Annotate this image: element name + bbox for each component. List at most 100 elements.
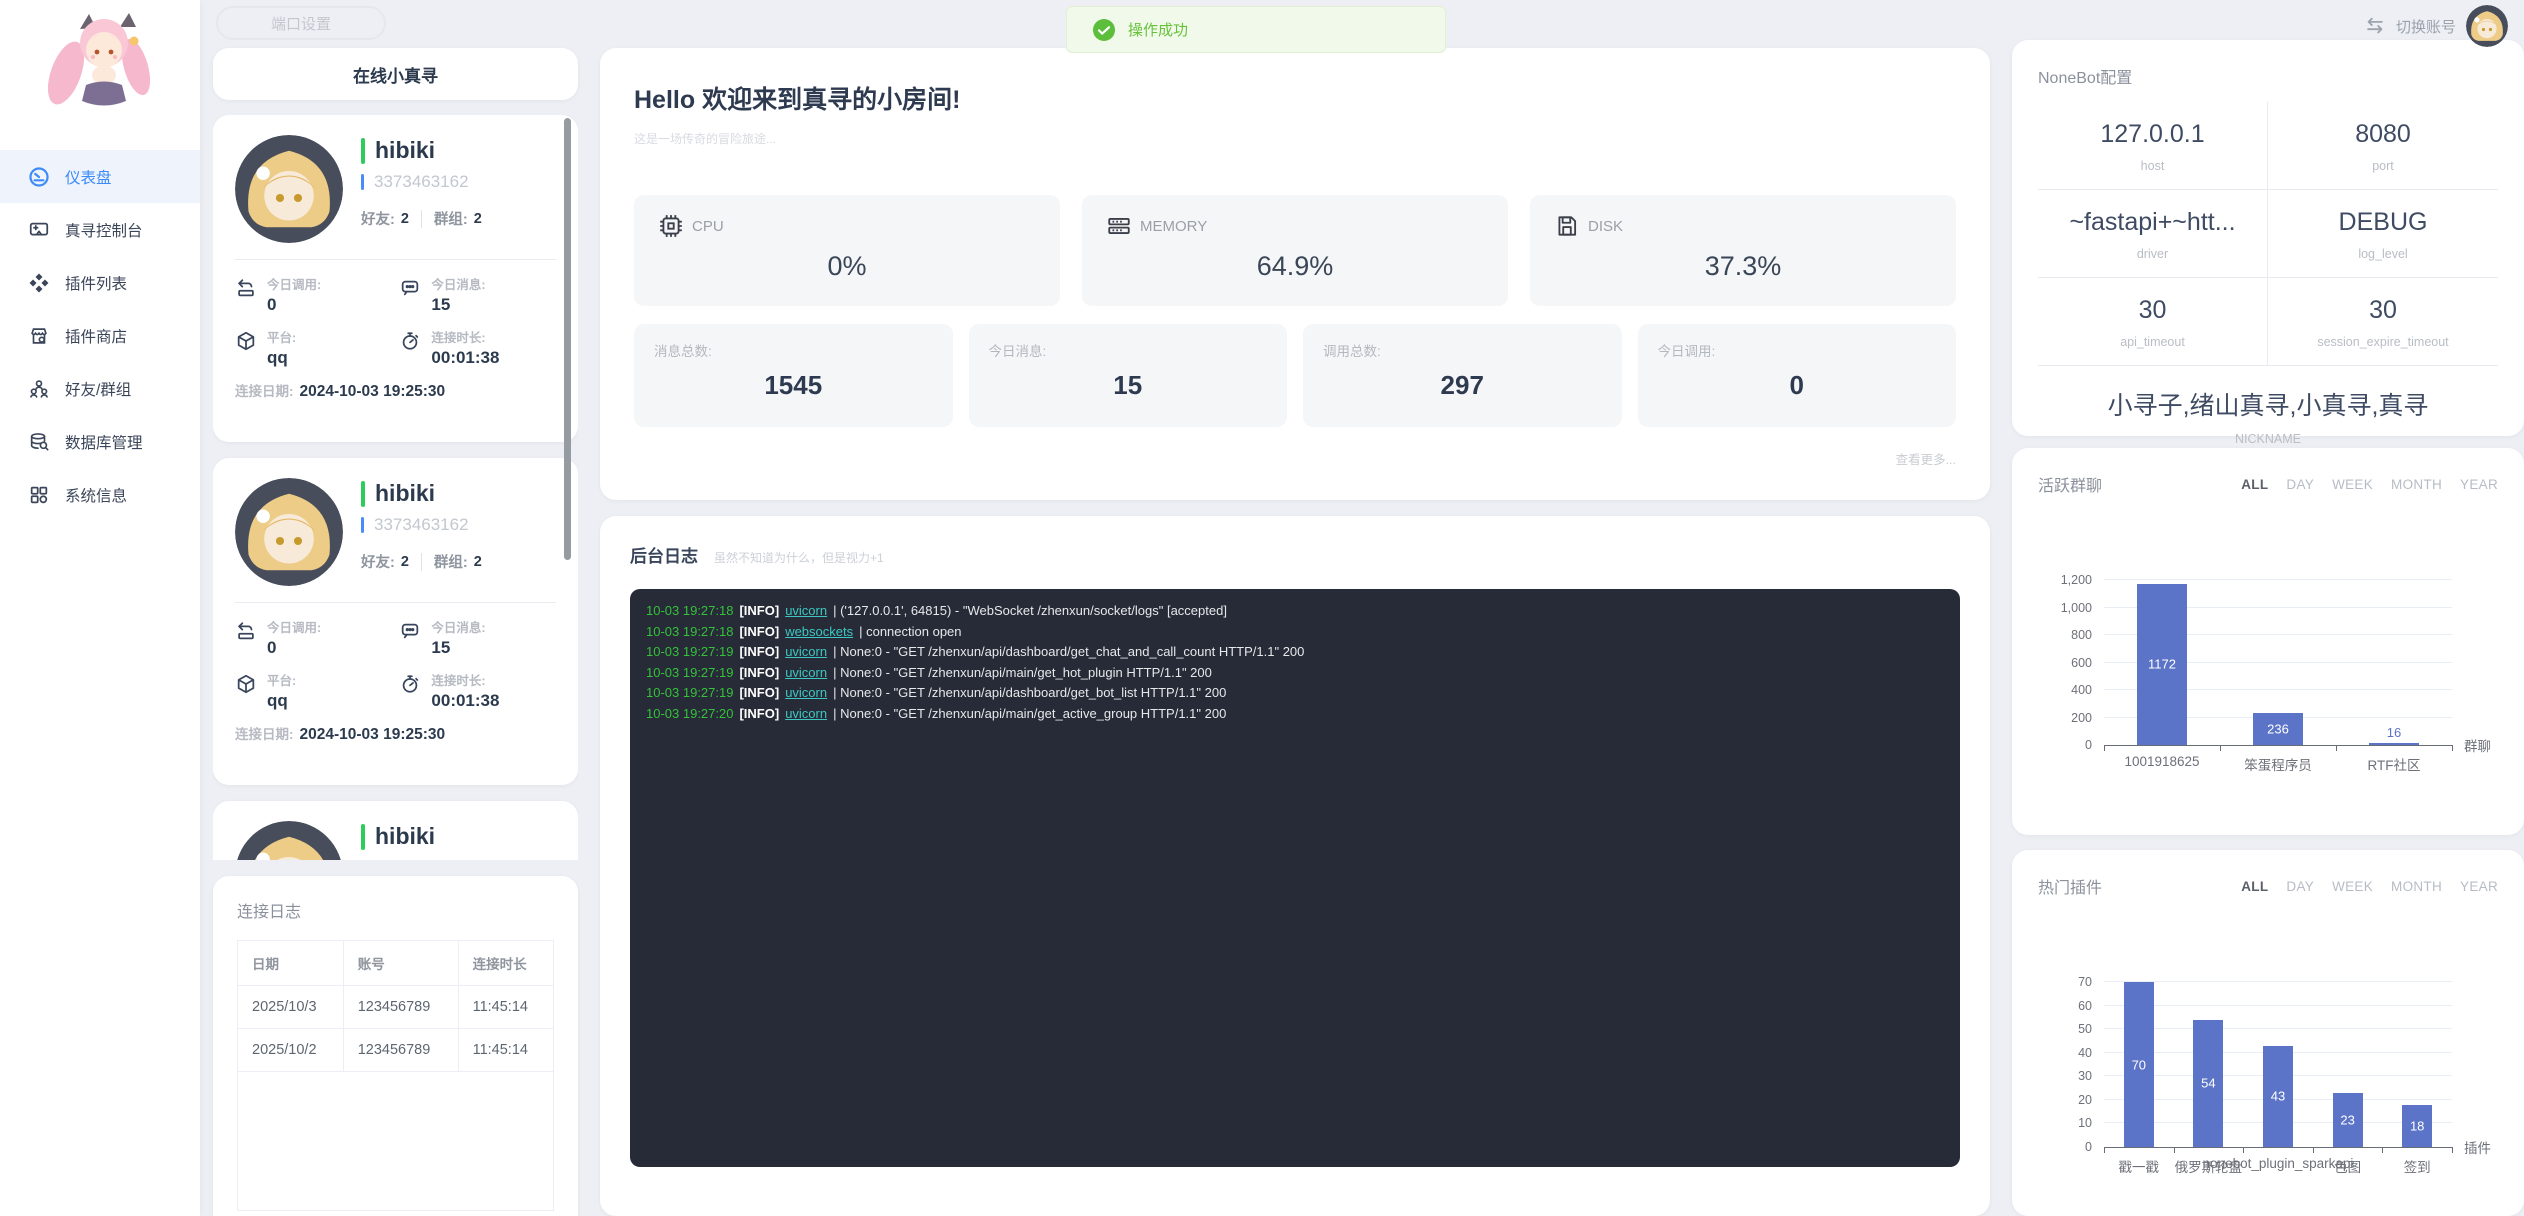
id-accent-bar: [361, 517, 364, 533]
bot-card[interactable]: hibiki 3373463162 好友: 2 群组: 2: [213, 115, 578, 442]
config-label: port: [2372, 159, 2394, 173]
chart-range-tab-week[interactable]: WEEK: [2332, 878, 2374, 894]
config-label: driver: [2136, 247, 2169, 261]
log-timestamp: 10-03 19:27:18: [646, 603, 734, 618]
cpu-icon: [658, 213, 684, 239]
sidebar-nav: 仪表盘 真寻控制台 插: [0, 150, 200, 521]
online-bots-list[interactable]: hibiki 3373463162 好友: 2 群组: 2: [213, 115, 578, 860]
y-axis-tick-label: 1,000: [2060, 600, 2092, 615]
log-console[interactable]: 10-03 19:27:18 [INFO] uvicorn | ('127.0.0.1…: [630, 589, 1960, 1167]
config-nickname: 小寻子,绪山真寻,小真寻,真寻 NICKNAME: [2038, 366, 2498, 446]
log-timestamp: 10-03 19:27:20: [646, 705, 734, 721]
log-level: [INFO]: [739, 623, 780, 639]
chart-range-tab-year[interactable]: YEAR: [2460, 476, 2498, 492]
y-axis-tick-label: 0: [2085, 738, 2092, 752]
x-axis-tick: [2104, 1147, 2105, 1153]
chart-range-tab-all[interactable]: ALL: [2241, 476, 2269, 492]
sidebar-item-plugin-store[interactable]: 插件商店: [0, 309, 200, 362]
connection-duration-stat: 连接时长: 00:01:38: [399, 327, 556, 368]
log-level: [INFO]: [739, 644, 780, 660]
switch-account[interactable]: 切换账号: [2364, 5, 2508, 47]
config-driver: ~fastapi+~htt... driver: [2038, 190, 2268, 278]
connection-date-label: 连接日期:: [235, 727, 294, 742]
cell-date: 2025/10/3: [237, 985, 344, 1029]
groups-label: 群组:: [433, 555, 468, 571]
scrollbar-thumb[interactable]: [564, 118, 571, 560]
x-axis-category-label: 俄罗斯轮盘: [2174, 1160, 2243, 1175]
sidebar-item-dashboard[interactable]: 仪表盘: [0, 150, 200, 203]
log-source-link[interactable]: uvicorn: [785, 685, 828, 701]
stat-value: 15: [1113, 370, 1143, 400]
cell-duration: 11:45:14: [457, 1028, 555, 1072]
y-axis-tick-label: 1,200: [2060, 573, 2092, 587]
memory-value: 64.9%: [1256, 251, 1334, 281]
chart-range-tab-month[interactable]: MONTH: [2391, 878, 2443, 894]
stat-label: 平台:: [267, 331, 297, 345]
active-groups-title: 活跃群聊: [2038, 478, 2103, 495]
chart-range-tab-month[interactable]: MONTH: [2391, 476, 2443, 492]
cell-account: 123456789: [342, 1028, 459, 1072]
port-settings-button[interactable]: 端口设置: [216, 6, 386, 40]
config-value: 127.0.0.1: [2100, 120, 2205, 148]
log-source-link[interactable]: uvicorn: [785, 603, 828, 618]
y-axis-tick-label: 30: [2078, 1069, 2092, 1084]
log-message: | connection open: [859, 623, 962, 639]
log-timestamp: 10-03 19:27:19: [646, 685, 734, 701]
table-row[interactable]: 2025/10/3 123456789 11:45:14: [237, 985, 555, 1029]
bot-card[interactable]: hibiki 3373463162 好友: 2 群组: 2: [213, 458, 578, 785]
chart-category-slot: 54 俄罗斯轮盘: [2174, 982, 2244, 1175]
stat-label: 今日消息:: [431, 621, 486, 635]
connection-date-value: 2024-10-03 19:25:30: [299, 383, 446, 400]
y-axis-tick-label: 60: [2078, 998, 2092, 1013]
config-grid: 127.0.0.1 host 8080 port ~fastapi+~htt..…: [2038, 102, 2498, 366]
log-line: 10-03 19:27:19 [INFO] uvicorn | None:0 - "G…: [646, 642, 1944, 663]
chart-range-tab-year[interactable]: YEAR: [2460, 878, 2498, 894]
system-gauges-row: CPU 0% MEMORY 64.9%: [634, 195, 1956, 306]
x-axis-category-label: 1001918625: [2124, 754, 2200, 769]
chart-range-tab-all[interactable]: ALL: [2241, 878, 2269, 894]
chart-category-slot: 236 笨蛋程序员: [2220, 580, 2336, 773]
table-row[interactable]: 2025/10/2 123456789 11:45:14: [237, 1028, 555, 1072]
gridline: [2104, 634, 2452, 635]
x-axis-category-label: 签到: [2403, 1160, 2431, 1175]
log-line: 10-03 19:27:20 [INFO] uvicorn | None:0 - "G…: [646, 704, 1944, 725]
stat-value: qq: [267, 691, 288, 710]
log-timestamp: 10-03 19:27:19: [646, 664, 734, 680]
gauge-label: MEMORY: [1140, 217, 1208, 235]
divider: [420, 552, 422, 571]
log-source-link[interactable]: websockets: [785, 623, 854, 639]
stat-label: 今日消息:: [431, 278, 486, 292]
log-source-link[interactable]: uvicorn: [785, 705, 828, 721]
chart-range-tab-day[interactable]: DAY: [2286, 878, 2315, 894]
today-messages-stat: 今日消息: 15: [399, 274, 556, 315]
sidebar-item-friends-groups[interactable]: 好友/群组: [0, 362, 200, 415]
bot-id: 3373463162: [374, 858, 469, 860]
log-source-link[interactable]: uvicorn: [785, 664, 828, 680]
friends-label: 好友:: [361, 555, 395, 571]
user-avatar[interactable]: [2466, 5, 2508, 47]
chart-category-slot: 23 色图: [2313, 982, 2383, 1175]
stat-value: 1545: [764, 370, 823, 400]
x-axis-tick: [2452, 745, 2453, 751]
platform-stat: 平台: qq: [235, 327, 399, 368]
chart-range-tab-day[interactable]: DAY: [2286, 476, 2315, 492]
log-source-link[interactable]: uvicorn: [785, 644, 828, 660]
sidebar-item-console[interactable]: 真寻控制台: [0, 203, 200, 256]
today-calls-stat: 今日调用: 0: [235, 274, 399, 315]
sidebar-item-plugin-list[interactable]: 插件列表: [0, 256, 200, 309]
sidebar-item-database[interactable]: 数据库管理: [0, 415, 200, 468]
bot-card[interactable]: hibiki 3373463162 好友: 2 群组: 2: [213, 801, 578, 860]
chart-range-tab-week[interactable]: WEEK: [2332, 476, 2374, 492]
bar-签到: 18: [2402, 1104, 2433, 1147]
total-calls-box: 调用总数: 297: [1303, 324, 1622, 427]
column-header-duration: 连接时长: [457, 940, 555, 986]
sidebar-item-system-info[interactable]: 系统信息: [0, 468, 200, 521]
connection-date-label: 连接日期:: [235, 384, 294, 399]
groups-label: 群组:: [433, 212, 468, 228]
view-more-link[interactable]: 查看更多...: [1895, 453, 1956, 467]
welcome-panel: Hello 欢迎来到真寻的小房间! 这是一场传奇的冒险旅途... CPU 0%: [600, 48, 1990, 500]
y-axis-tick-label: 20: [2078, 1092, 2092, 1107]
bar-value-label: 1172: [2148, 656, 2176, 672]
bar-nonebot_plugin_sparkapi: 43: [2262, 1045, 2293, 1147]
page-subtitle: 这是一场传奇的冒险旅途...: [634, 132, 777, 146]
